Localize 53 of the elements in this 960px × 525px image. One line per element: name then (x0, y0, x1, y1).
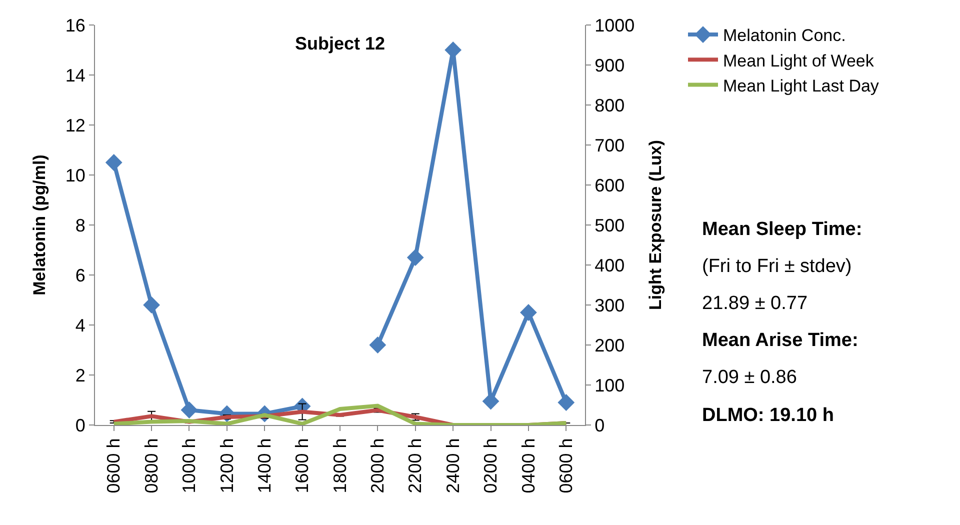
text: Subject 12 (294, 33, 386, 54)
y2-tick-label: 500 (594, 215, 625, 236)
y2-tick-label: 400 (594, 255, 625, 276)
y2-tick-label: 900 (594, 55, 625, 76)
y2-tick-label: 300 (594, 295, 625, 316)
x-tick-label: 1200 h (216, 438, 237, 494)
y2-tick-label: 0 (594, 415, 605, 436)
x-tick-label: 1600 h (292, 438, 312, 494)
y2-tick-label: 800 (594, 95, 625, 116)
text: DLMO: 19.10 h (702, 405, 834, 426)
text: (Fri to Fri ± stdev) (702, 256, 852, 277)
y2-tick-label: 600 (594, 175, 625, 196)
y2-tick-label: 700 (594, 135, 625, 156)
legend-label: Melatonin Conc. (723, 26, 846, 46)
text: Mean Arise Time: (702, 330, 858, 351)
y-tick-label: 16 (65, 15, 86, 36)
x-tick-label: 0600 h (556, 438, 576, 494)
text: 21.89 ± 0.77 (702, 293, 808, 314)
y-tick-label: 10 (65, 165, 86, 186)
line-series (112, 404, 568, 425)
y2-tick-label: 1000 (594, 15, 635, 36)
legend-label: Mean Light of Week (723, 51, 874, 70)
x-tick-label: 0400 h (518, 438, 538, 494)
x-tick-label: 0800 h (141, 438, 162, 494)
y-tick-label: 12 (65, 115, 86, 136)
y-axis-title: Melatonin (pg/ml) (30, 154, 49, 296)
x-tick-label: 1000 h (179, 438, 200, 494)
point (369, 336, 386, 354)
y-tick-label: 14 (65, 65, 86, 86)
x-tick-label: 2200 h (405, 438, 426, 494)
text: Mean Sleep Time: (702, 219, 862, 240)
y2-tick-label: 100 (594, 375, 625, 396)
point (406, 249, 424, 266)
point (558, 394, 575, 411)
point (180, 402, 198, 418)
x-tick-label: 1400 h (254, 438, 274, 494)
y-tick-label: 2 (75, 365, 86, 386)
point (520, 304, 537, 321)
x-tick-label: 0600 h (104, 438, 124, 494)
y-tick-label: 4 (75, 315, 86, 336)
y-tick-label: 8 (75, 215, 86, 236)
y-tick-label: 0 (75, 415, 86, 436)
y-tick-label: 6 (75, 265, 86, 286)
text: 7.09 ± 0.86 (702, 367, 797, 388)
point (105, 154, 122, 171)
x-tick-label: 1800 h (330, 438, 350, 494)
point (143, 296, 160, 314)
x-tick-label: 2400 h (442, 438, 463, 494)
x-tick-label: 0200 h (480, 438, 501, 494)
legend-label: Mean Light Last Day (723, 76, 880, 96)
x-tick-label: 2000 h (368, 438, 388, 494)
y2-tick-label: 200 (594, 335, 625, 356)
y2-axis-title: Light Exposure (Lux) (646, 140, 666, 310)
